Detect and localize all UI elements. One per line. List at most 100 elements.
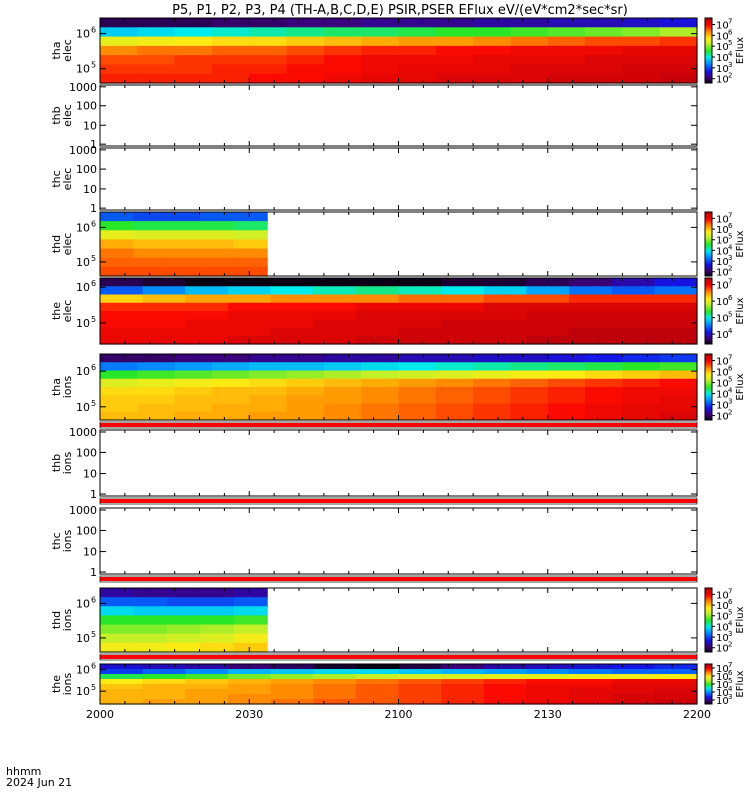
colorbar-tick-label: 10 (716, 696, 729, 707)
heatmap-cell (659, 64, 698, 75)
heatmap-cell (510, 18, 549, 28)
colorbar-segment (705, 613, 712, 616)
colorbar-segment (705, 248, 712, 251)
colorbar-tick-exponent: 2 (728, 72, 732, 80)
heatmap-cell (323, 387, 362, 396)
colorbar-tick-label: 10 (716, 246, 729, 257)
heatmap-cell (569, 669, 613, 675)
y-tick-label: 10 (76, 365, 90, 378)
y-tick-label: 10 (76, 317, 90, 330)
heatmap-cell (249, 55, 288, 66)
colorbar-segment (705, 325, 712, 328)
y-tick-exponent: 5 (91, 315, 96, 324)
heatmap-cell (166, 588, 201, 598)
heatmap-cell (249, 354, 288, 363)
colorbar-segment (705, 24, 712, 27)
heatmap-cell (133, 615, 168, 626)
heatmap-cell (510, 387, 549, 396)
colorbar-segment (705, 676, 712, 678)
colorbar-segment (705, 40, 712, 43)
colorbar-segment (705, 37, 712, 40)
colorbar-segment (705, 34, 712, 37)
y-tick-label: 100 (76, 163, 97, 176)
colorbar-segment (705, 334, 712, 337)
panel-label-line: elec (61, 233, 74, 256)
heatmap-cell (611, 294, 655, 304)
colorbar-segment (705, 667, 712, 669)
heatmap-cell (398, 694, 442, 700)
heatmap-cell (286, 27, 325, 38)
colorbar-tick-exponent: 7 (728, 18, 732, 26)
colorbar-segment (705, 268, 712, 271)
colorbar-segment (705, 215, 712, 218)
colorbar-segment (705, 385, 712, 388)
heatmap-cell (355, 286, 400, 296)
heatmap-cell (142, 699, 186, 705)
colorbar-tick-exponent: 7 (728, 354, 732, 362)
colorbar-segment (705, 258, 712, 261)
colorbar-segment (705, 29, 712, 32)
time-axis-label: hhmm (6, 765, 42, 778)
heatmap-cell (654, 294, 698, 304)
colorbar-segment (705, 393, 712, 396)
heatmap-cell (227, 311, 272, 320)
panel-frame (99, 429, 698, 497)
colorbar-tick-exponent: 5 (728, 609, 732, 617)
heatmap-cell (100, 395, 138, 405)
heatmap-cell (611, 699, 655, 705)
colorbar-segment (705, 372, 712, 375)
y-tick-exponent: 6 (91, 363, 96, 372)
heatmap-cell (137, 411, 176, 421)
colorbar-segment (705, 695, 712, 697)
colorbar-segment (705, 311, 712, 314)
heatmap-cell (166, 606, 201, 617)
heatmap-cell (200, 633, 235, 644)
heatmap-cell (286, 36, 325, 47)
heatmap-cell (233, 588, 268, 598)
heatmap-cell (200, 606, 235, 617)
heatmap-cell (398, 55, 437, 66)
heatmap-cell (398, 319, 442, 329)
heatmap-cell (435, 403, 474, 413)
heatmap-cell (473, 55, 512, 66)
heatmap-cell (137, 45, 176, 56)
heatmap-cell (137, 403, 176, 413)
colorbar-tick-exponent: 3 (728, 693, 732, 701)
y-tick-label: 10 (76, 63, 90, 76)
heatmap-cell (166, 642, 201, 653)
colorbar-segment (705, 413, 712, 416)
colorbar-segment (705, 401, 712, 404)
heatmap-cell (654, 335, 698, 345)
colorbar-segment (705, 616, 712, 619)
heatmap-cell (526, 669, 570, 675)
colorbar-segment (705, 693, 712, 695)
heatmap-cell (526, 684, 570, 690)
heatmap-cell (142, 319, 186, 329)
heatmap-cell (249, 64, 288, 75)
heatmap-cell (398, 278, 442, 287)
heatmap-cell (211, 378, 250, 388)
heatmap-cell (355, 319, 400, 329)
heatmap-cell (233, 615, 268, 626)
heatmap-cell (398, 27, 437, 38)
heatmap-cell (211, 395, 250, 405)
heatmap-cell (133, 212, 168, 222)
colorbar-tick-exponent: 5 (728, 39, 732, 47)
colorbar-segment (705, 21, 712, 24)
colorbar-tick-label: 10 (716, 268, 729, 279)
colorbar-segment (705, 70, 712, 73)
colorbar-segment (705, 44, 712, 47)
heatmap-cell (398, 395, 437, 405)
colorbar-segment (705, 632, 712, 635)
heatmap-cell (355, 294, 400, 304)
heatmap-cell (100, 362, 138, 372)
colorbar-segment (705, 626, 712, 629)
heatmap-cell (323, 27, 362, 38)
colorbar-segment (705, 320, 712, 324)
heatmap-cell (441, 319, 485, 329)
colorbar-segment (705, 416, 712, 419)
heatmap-cell (249, 411, 288, 421)
colorbar-segment (705, 317, 712, 320)
heatmap-cell (185, 335, 229, 345)
